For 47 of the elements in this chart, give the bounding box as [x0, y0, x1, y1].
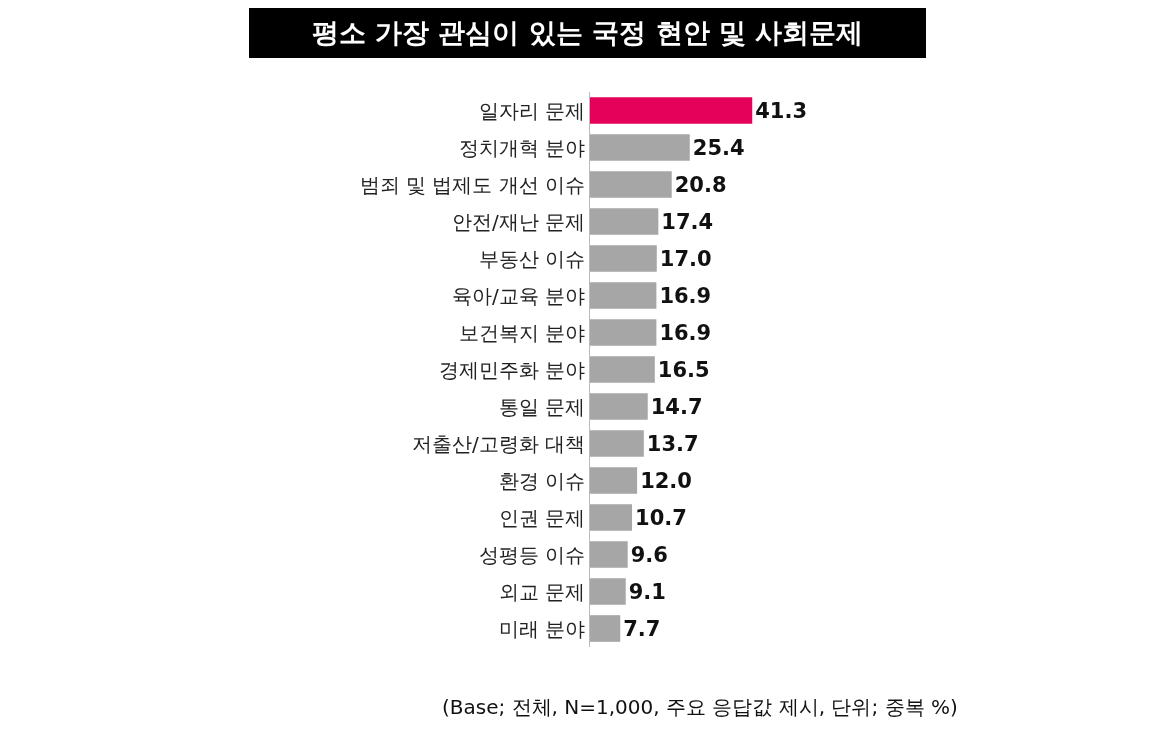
- chart-title: 평소 가장 관심이 있는 국정 현안 및 사회문제: [249, 8, 926, 58]
- bar: [590, 97, 753, 124]
- data-label: 41.3: [755, 98, 808, 123]
- bar: [590, 208, 659, 235]
- bar: [590, 430, 644, 457]
- data-label: 7.7: [623, 616, 661, 641]
- y-tick-label: 보건복지 분야: [458, 320, 585, 345]
- y-tick-label: 범죄 및 법제도 개선 이슈: [359, 172, 585, 197]
- data-label: 16.9: [659, 320, 712, 345]
- y-tick-label: 외교 문제: [498, 579, 585, 604]
- bar: [590, 319, 657, 346]
- bar: [590, 245, 657, 272]
- y-tick-label: 환경 이슈: [498, 468, 585, 493]
- data-label: 13.7: [646, 431, 699, 456]
- data-label: 10.7: [635, 505, 687, 530]
- y-tick-label: 저출산/고령화 대책: [411, 431, 585, 456]
- data-label: 16.5: [657, 357, 710, 382]
- data-label: 17.4: [661, 209, 714, 234]
- bar: [590, 134, 690, 161]
- data-label: 9.6: [630, 542, 668, 567]
- bar: [590, 541, 628, 568]
- y-tick-label: 육아/교육 분야: [451, 283, 585, 308]
- bar: [590, 356, 655, 383]
- y-tick-label: 경제민주화 분야: [438, 357, 585, 382]
- bar: [590, 615, 621, 642]
- bar: [590, 393, 648, 420]
- y-tick-label: 일자리 문제: [478, 98, 585, 123]
- data-label: 16.9: [659, 283, 712, 308]
- text: (Base; 전체, N=1,000, 주요 응답값 제시, 단위; 중복 %): [442, 695, 958, 719]
- data-label: 12.0: [640, 468, 692, 493]
- y-tick-label: 성평등 이슈: [478, 542, 585, 567]
- bar: [590, 467, 638, 494]
- bar: [590, 578, 626, 605]
- data-label: 20.8: [674, 172, 727, 197]
- bar: [590, 171, 672, 198]
- data-label: 25.4: [692, 135, 745, 160]
- y-tick-label: 안전/재난 문제: [451, 209, 585, 234]
- bar: [590, 282, 657, 309]
- data-label: 17.0: [659, 246, 712, 271]
- y-tick-label: 미래 분야: [498, 616, 585, 641]
- y-tick-label: 부동산 이슈: [478, 246, 585, 271]
- y-tick-label: 인권 문제: [498, 505, 585, 530]
- y-tick-label: 통일 문제: [498, 394, 585, 419]
- data-label: 14.7: [650, 394, 703, 419]
- data-label: 9.1: [628, 579, 666, 604]
- bar: [590, 504, 633, 531]
- y-tick-label: 정치개혁 분야: [458, 135, 585, 160]
